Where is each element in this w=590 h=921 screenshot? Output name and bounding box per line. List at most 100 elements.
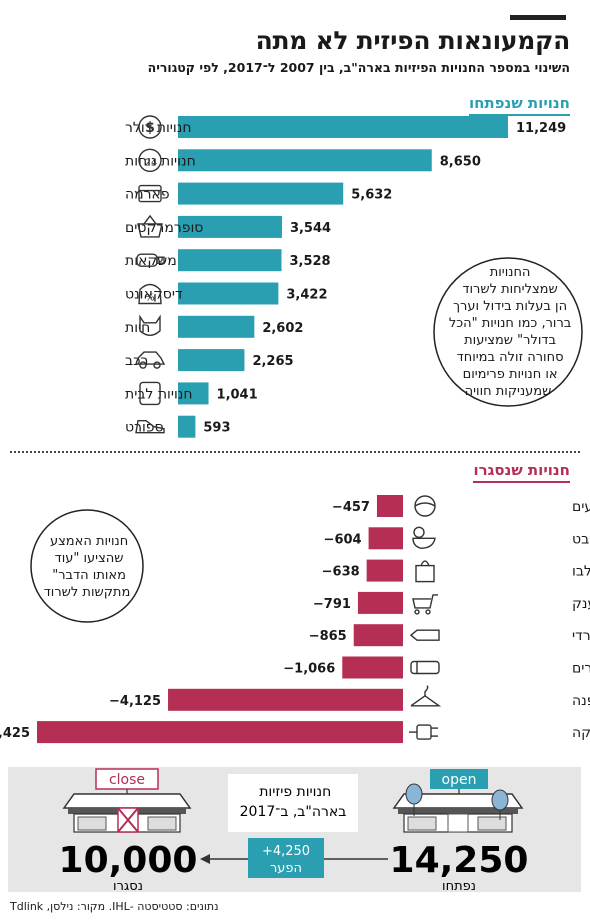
svg-text:%: % [145, 293, 155, 304]
closed-category-label-1: צעצועים [572, 499, 590, 515]
opened-note-line-7: או חנויות פרימיום [463, 367, 558, 382]
closed-bar-4 [357, 591, 403, 614]
opened-note-bubble: החנויות שמצליחות לשרוד הן בעלות בידול וע… [433, 257, 583, 407]
closed-value-label-4: −791 [313, 597, 351, 612]
closed-note-bubble: חנויות האמצע שהציעו "עוד מאותו הדבר" מתק… [30, 509, 144, 623]
closed-note-line-4: מתקשות לשרוד [44, 585, 131, 600]
source-note: נתונים: סטטיסטה -IHL. מקור: נילסן, Tdlin… [10, 900, 219, 913]
opened-bar-7 [178, 315, 255, 338]
opened-bar-5 [178, 249, 282, 272]
opened-total-label: נפתחו [442, 879, 476, 894]
closed-category-label-3: חנויות כלבו [572, 564, 590, 580]
closed-store-roof [62, 793, 192, 809]
opened-note-line-4: ברור, כמו חנויות "הכל [449, 316, 571, 331]
opened-bar-1 [178, 116, 508, 138]
closed-note-line-3: מאותו הדבר" [52, 568, 126, 583]
closed-value-label-5: −865 [309, 629, 347, 644]
closed-value-label-2: −604 [324, 532, 362, 547]
pet-icon [139, 314, 161, 336]
discount-bag-icon: % [138, 283, 162, 305]
opened-category-label-10: ספורט [125, 420, 164, 436]
hanger-icon [410, 685, 442, 707]
opened-bar-4 [178, 215, 282, 238]
opened-category-label-3: פארמה [125, 187, 170, 203]
open-sign-text: open [442, 772, 477, 788]
closed-category-label-2: מוצרי אמבט [572, 531, 590, 547]
summary-svg: close open חנויות פיזיות בארה"ב, ב־2017 … [59, 768, 529, 894]
opened-category-label-9: חנויות לבית [125, 386, 193, 402]
opened-note-line-5: בדולר" שמציעות [464, 333, 556, 348]
opened-category-label-4: סופרמרקטים [125, 220, 203, 236]
opened-section-heading: חנויות שנפתחו [468, 94, 570, 116]
closed-bar-5 [353, 624, 403, 647]
svg-text:$: $ [145, 120, 155, 136]
closed-total-number: 10,000 [59, 840, 198, 881]
closed-category-label-6: ספרים [572, 661, 590, 677]
sneaker-icon [135, 420, 165, 434]
closed-value-label-1: −457 [332, 500, 370, 515]
closed-value-label-8: −6,425 [0, 726, 30, 741]
closed-bar-1 [376, 495, 403, 517]
opened-value-label-9: 1,041 [217, 387, 258, 402]
rubber-duck-icon [412, 526, 436, 550]
closed-bar-3 [366, 559, 403, 582]
closed-door-cross-2 [117, 807, 139, 833]
opened-value-label-2: 8,650 [440, 154, 481, 169]
shopping-cart-icon [412, 594, 438, 615]
section-divider [10, 451, 580, 453]
closed-bars-group: −457 צעצועים −604 מוצרי אמבט −638 חנויות כלבו… [0, 495, 590, 744]
closed-value-label-3: −638 [322, 565, 360, 580]
opened-note-line-3: הן בעלות בידול וערך [453, 299, 567, 314]
open-store-roof [392, 793, 524, 809]
bottle-icon [136, 253, 165, 267]
top-accent-bar [510, 15, 566, 20]
opened-note-line-2: שמצליחות לשרוד [462, 282, 557, 297]
open-sign-board [430, 769, 488, 789]
closed-note-circle [30, 509, 144, 623]
pharmacy-icon [138, 184, 162, 203]
gap-label: הפער [270, 861, 302, 876]
closed-category-label-7: אופנה [572, 693, 590, 709]
opened-note-line-8: שמעניקות חוויה [465, 384, 552, 399]
opened-value-label-1: 11,249 [516, 121, 566, 136]
dollar-icon: $ [138, 115, 162, 139]
basket-icon [137, 214, 163, 238]
opened-bar-9 [178, 382, 209, 405]
open-store-illustration: open [392, 769, 524, 833]
opened-category-label-7: חיות [125, 320, 150, 336]
opened-note-line-6: סחורה זולה במיוחד [457, 350, 564, 365]
opened-bar-3 [178, 182, 344, 205]
opened-total-number: 14,250 [390, 840, 529, 881]
closed-bar-2 [368, 527, 403, 550]
closed-category-label-5: ציוד משרדי [572, 628, 590, 644]
opened-value-label-10: 593 [203, 421, 230, 436]
opened-value-label-7: 2,602 [262, 321, 303, 336]
gap-arrow-head [200, 854, 210, 864]
ball-icon [414, 495, 436, 517]
opened-bar-10 [178, 415, 196, 438]
svg-text:24: 24 [145, 157, 158, 168]
opened-value-label-5: 3,528 [289, 254, 330, 269]
gap-box [248, 838, 324, 878]
opened-bar-2 [178, 149, 432, 172]
open-store-beam [398, 808, 518, 814]
shopping-bag-icon [415, 560, 435, 583]
chart-subtitle: השינוי במספר החנויות הפיזיות בארה"ב, בין… [147, 60, 570, 75]
closed-store-illustration: close [62, 768, 192, 833]
closed-category-label-4: קמעונאיות ענק [572, 596, 590, 612]
center-label-line-2: בארה"ב, ב־2017 [240, 804, 347, 820]
center-label-box [228, 774, 358, 832]
gap-value: +4,250 [262, 844, 310, 859]
closed-value-label-6: −1,066 [283, 662, 335, 677]
close-sign-text: close [109, 772, 145, 788]
balloon-left [405, 783, 423, 805]
pencil-icon [409, 629, 440, 641]
opened-value-label-4: 3,544 [290, 221, 331, 236]
closed-bar-6 [342, 656, 403, 679]
chart-title: הקמעונאות הפיזית לא מתה [255, 26, 571, 55]
opened-bar-8 [178, 349, 245, 372]
closed-bar-7 [168, 688, 403, 711]
opened-value-label-6: 3,422 [286, 288, 327, 303]
opened-category-label-1: חנויות דולר [125, 120, 191, 136]
